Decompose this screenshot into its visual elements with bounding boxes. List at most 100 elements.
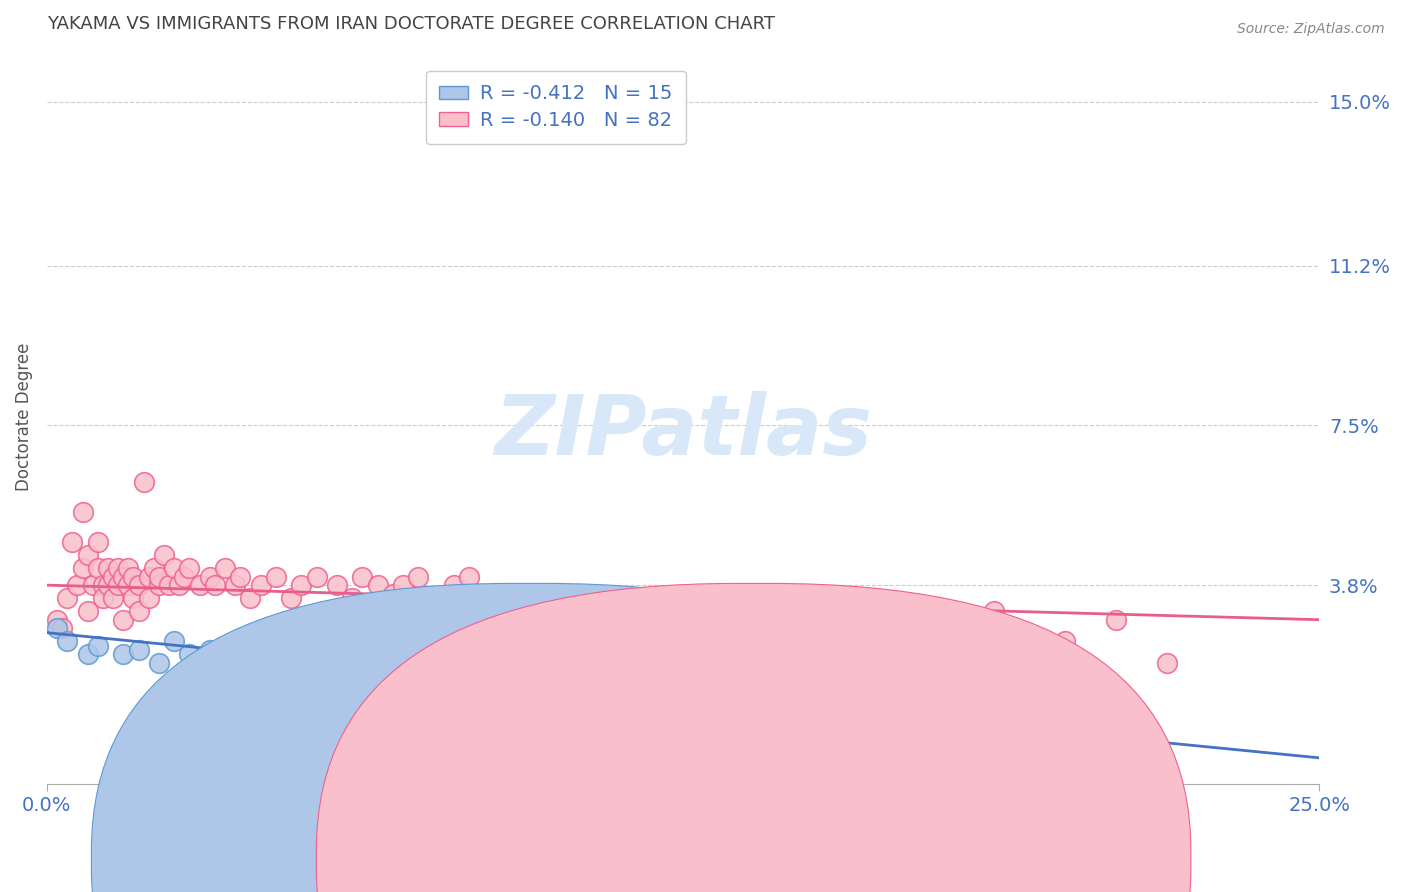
Point xyxy=(179,647,201,661)
Point xyxy=(1156,656,1178,670)
Point xyxy=(138,591,160,606)
Point xyxy=(569,613,592,627)
Point xyxy=(128,604,150,618)
Point xyxy=(153,548,176,562)
Point xyxy=(128,643,150,657)
Point xyxy=(148,578,170,592)
Point xyxy=(352,569,374,583)
Legend: R = -0.412   N = 15, R = -0.140   N = 82: R = -0.412 N = 15, R = -0.140 N = 82 xyxy=(426,70,686,144)
Point xyxy=(112,569,135,583)
Point xyxy=(534,599,557,614)
Point xyxy=(1018,647,1040,661)
Point xyxy=(142,561,165,575)
Point xyxy=(1053,634,1076,648)
Point xyxy=(224,578,246,592)
Point xyxy=(148,569,170,583)
Point xyxy=(977,721,1000,735)
Point xyxy=(148,656,170,670)
Point xyxy=(503,665,526,679)
Point xyxy=(107,578,129,592)
Point xyxy=(1105,729,1128,743)
Point xyxy=(97,578,120,592)
Point xyxy=(264,569,287,583)
Point xyxy=(748,613,770,627)
Point xyxy=(198,569,221,583)
Y-axis label: Doctorate Degree: Doctorate Degree xyxy=(15,343,32,491)
Point xyxy=(138,569,160,583)
Point xyxy=(1105,613,1128,627)
Point xyxy=(46,621,69,635)
Point xyxy=(901,634,924,648)
Point xyxy=(91,578,114,592)
Point xyxy=(249,578,271,592)
Point xyxy=(122,591,145,606)
Point xyxy=(305,569,328,583)
Point xyxy=(408,569,430,583)
Point xyxy=(342,591,364,606)
Point xyxy=(382,587,405,601)
Point xyxy=(122,569,145,583)
Text: Yakama: Yakama xyxy=(555,849,626,867)
Point xyxy=(458,569,481,583)
Point xyxy=(51,621,73,635)
Point xyxy=(76,604,98,618)
Point xyxy=(117,561,139,575)
Point xyxy=(214,561,236,575)
Point xyxy=(87,561,110,575)
Point xyxy=(56,634,79,648)
Point xyxy=(824,621,846,635)
Point xyxy=(66,578,89,592)
Point xyxy=(128,578,150,592)
Point xyxy=(60,535,83,549)
Point xyxy=(173,569,195,583)
Point xyxy=(82,578,104,592)
Point xyxy=(672,613,695,627)
Point xyxy=(112,647,135,661)
Point xyxy=(534,656,557,670)
Point xyxy=(97,561,120,575)
Point xyxy=(367,578,389,592)
Point xyxy=(76,647,98,661)
Point xyxy=(290,578,312,592)
Point xyxy=(942,656,965,670)
Point xyxy=(239,591,262,606)
Point xyxy=(606,613,628,627)
Point xyxy=(163,634,186,648)
Point xyxy=(636,604,658,618)
Point xyxy=(326,578,349,592)
Point xyxy=(157,578,180,592)
Text: YAKAMA VS IMMIGRANTS FROM IRAN DOCTORATE DEGREE CORRELATION CHART: YAKAMA VS IMMIGRANTS FROM IRAN DOCTORATE… xyxy=(46,15,775,33)
Point xyxy=(707,621,730,635)
Point xyxy=(179,561,201,575)
Point xyxy=(443,578,465,592)
Point xyxy=(76,548,98,562)
Point xyxy=(101,569,124,583)
Point xyxy=(117,578,139,592)
Point xyxy=(229,569,252,583)
Point xyxy=(188,578,211,592)
Point xyxy=(280,591,302,606)
Point xyxy=(484,604,506,618)
Point xyxy=(198,643,221,657)
Point xyxy=(519,656,541,670)
Point xyxy=(983,604,1005,618)
Text: ZIPatlas: ZIPatlas xyxy=(494,391,872,472)
Point xyxy=(87,639,110,653)
Point xyxy=(91,591,114,606)
Point xyxy=(163,561,186,575)
Point xyxy=(392,578,415,592)
Point xyxy=(315,604,337,618)
Point xyxy=(56,591,79,606)
Text: Source: ZipAtlas.com: Source: ZipAtlas.com xyxy=(1237,22,1385,37)
Point xyxy=(167,578,190,592)
Point xyxy=(860,634,883,648)
Point xyxy=(427,591,450,606)
Point xyxy=(46,613,69,627)
Point xyxy=(101,591,124,606)
Point xyxy=(112,613,135,627)
Text: Immigrants from Iran: Immigrants from Iran xyxy=(748,849,939,867)
Point xyxy=(509,591,531,606)
Point xyxy=(132,475,155,489)
Point xyxy=(204,578,226,592)
Point xyxy=(72,561,94,575)
